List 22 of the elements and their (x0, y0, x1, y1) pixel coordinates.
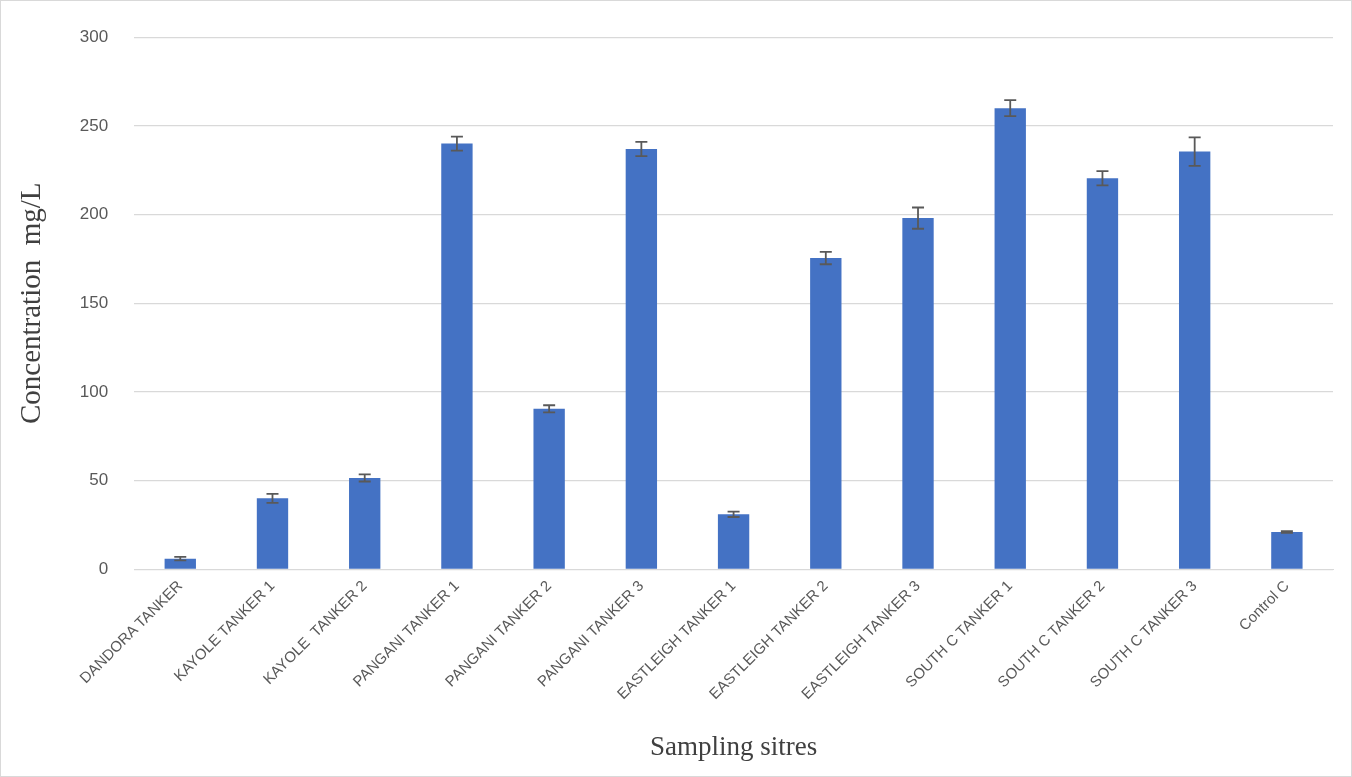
bar (1086, 178, 1119, 569)
y-tick-label: 100 (79, 381, 109, 401)
bar (164, 558, 196, 569)
y-tick-label: 200 (79, 204, 109, 224)
bar (349, 477, 381, 569)
y-axis-title: Concentration mg/L (14, 182, 47, 425)
bar (1271, 532, 1303, 569)
bar (902, 218, 934, 569)
bar (994, 108, 1026, 569)
bar (810, 258, 842, 569)
x-axis-title: Sampling sitres (649, 730, 818, 761)
bar (625, 148, 658, 569)
y-tick-label: 50 (89, 470, 109, 490)
y-tick-label: 150 (79, 292, 109, 312)
bar (533, 408, 565, 569)
bar (1179, 151, 1211, 569)
y-tick-label: 0 (98, 559, 109, 578)
bar (441, 143, 473, 569)
bar (256, 498, 289, 569)
y-tick-label: 250 (79, 115, 109, 135)
bar (717, 514, 750, 569)
y-tick-label: 300 (79, 26, 109, 46)
